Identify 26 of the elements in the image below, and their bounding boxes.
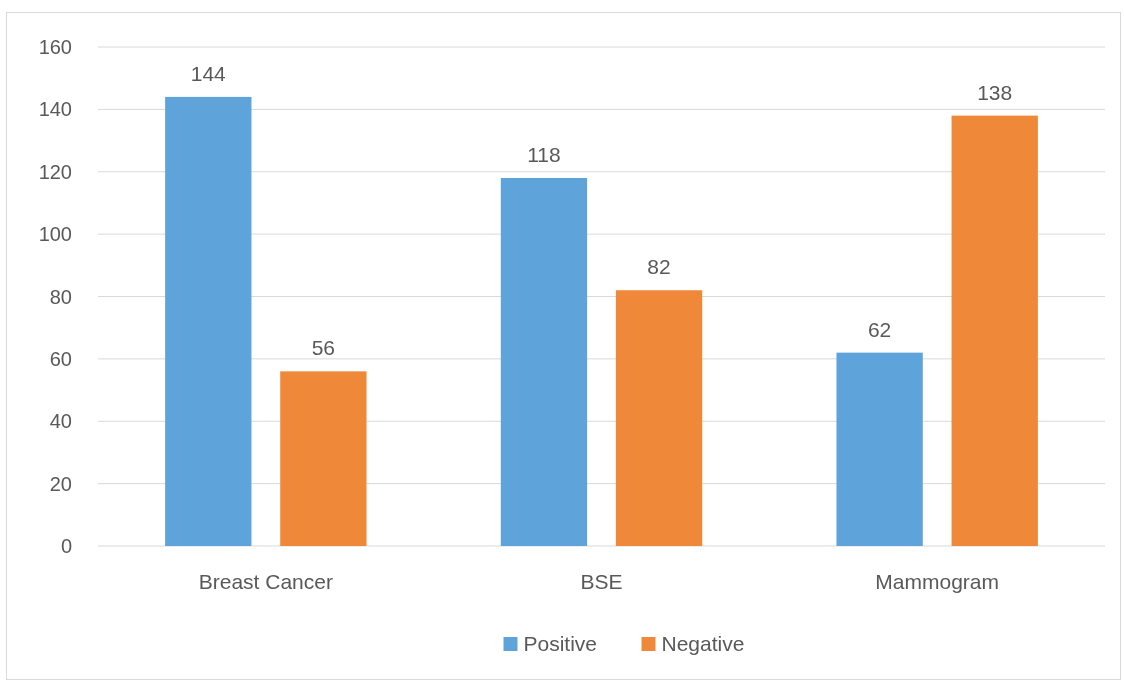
- bar: [615, 290, 703, 546]
- data-label: 56: [311, 336, 336, 360]
- legend-label: Positive: [523, 632, 598, 656]
- bar: [280, 371, 367, 546]
- bar: [836, 352, 923, 546]
- data-label: 144: [190, 61, 227, 85]
- y-tick-label: 80: [49, 285, 72, 308]
- bar: [500, 177, 588, 546]
- y-tick-label: 60: [49, 347, 72, 370]
- data-label: 82: [647, 255, 671, 279]
- data-label: 62: [867, 317, 892, 341]
- data-label: 118: [527, 142, 561, 166]
- x-tick-label: Breast Cancer: [198, 570, 333, 593]
- data-label: 138: [977, 80, 1013, 104]
- y-tick-label: 100: [38, 223, 72, 246]
- bar: [951, 115, 1038, 546]
- y-tick-label: 120: [38, 160, 72, 183]
- legend-label: Negative: [661, 632, 745, 656]
- x-tick-label: BSE: [580, 570, 623, 593]
- x-tick-label: Mammogram: [875, 570, 1000, 593]
- y-tick-label: 160: [38, 36, 72, 58]
- y-tick-label: 140: [38, 98, 72, 121]
- y-tick-label: 40: [49, 410, 72, 433]
- y-tick-label: 0: [60, 535, 72, 557]
- y-tick-label: 20: [49, 472, 72, 495]
- bar: [165, 96, 252, 546]
